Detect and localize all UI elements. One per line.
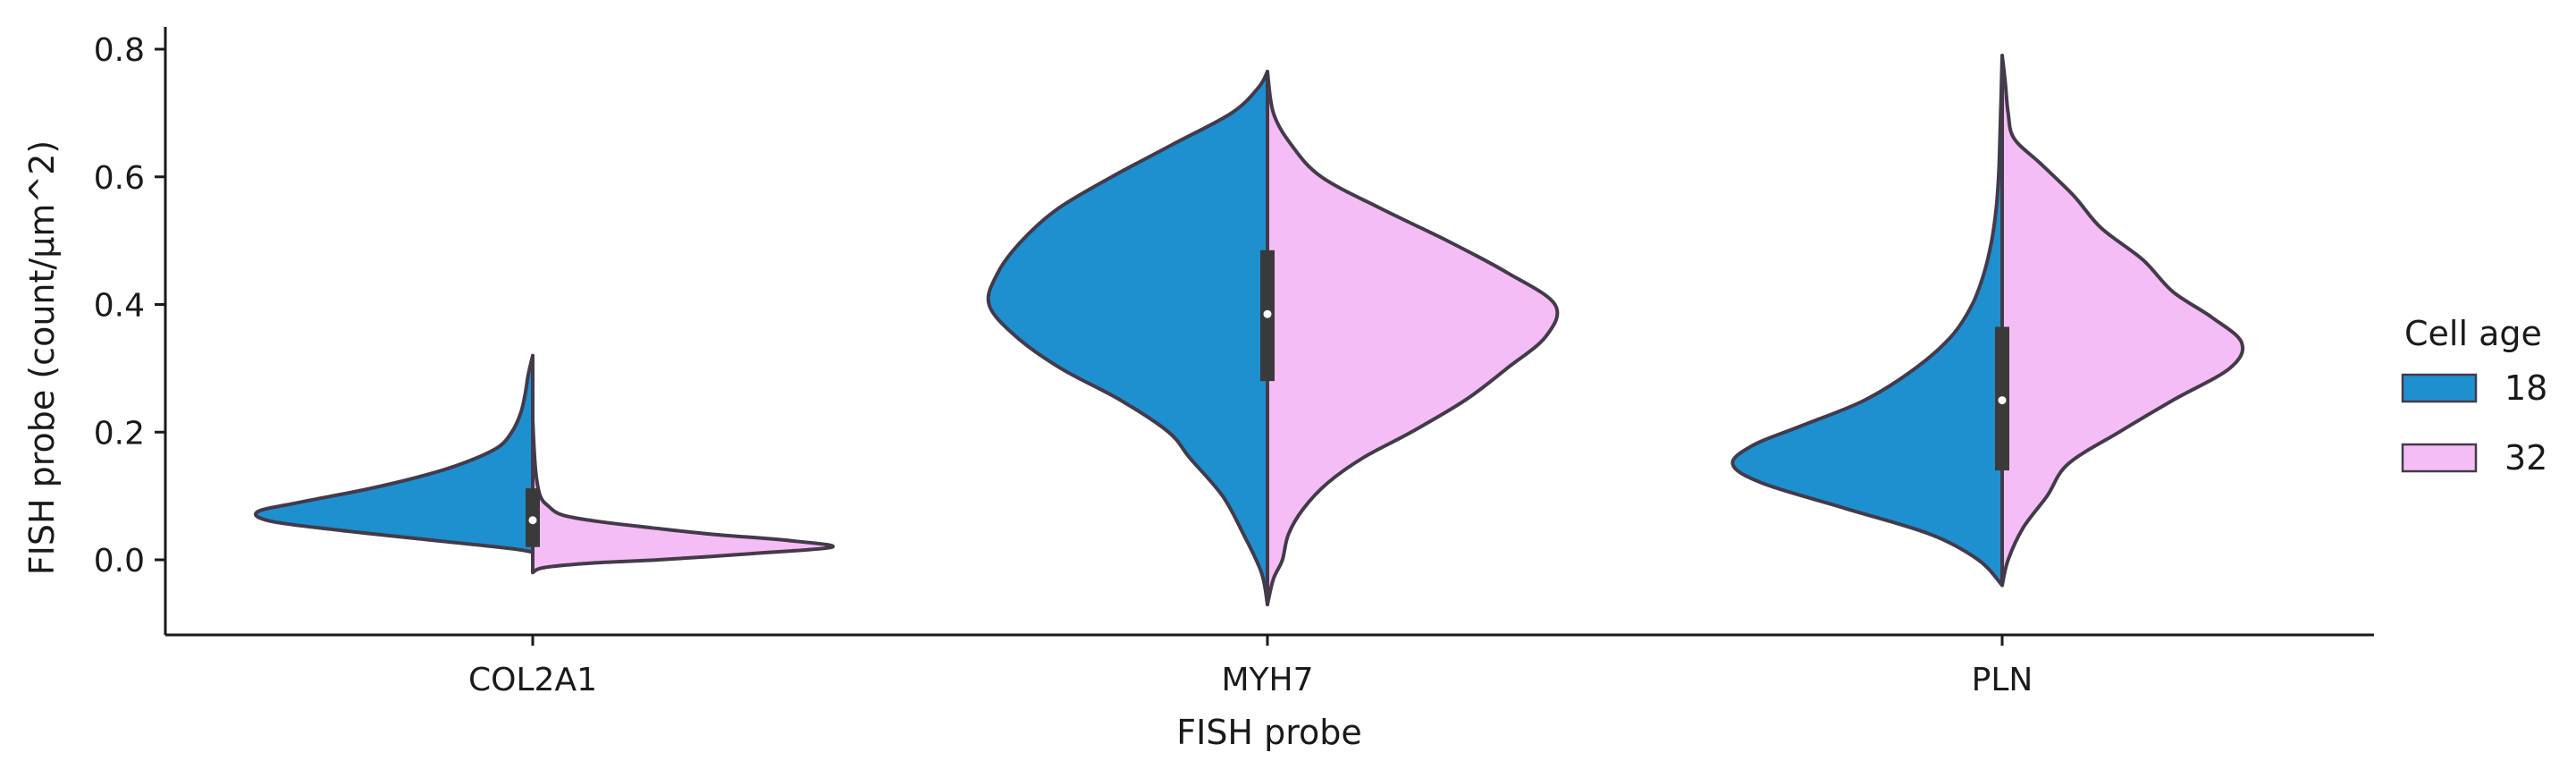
violins-layer: [253, 54, 2245, 606]
x-ticks: COL2A1 MYH7 PLN: [468, 635, 2033, 698]
median-marker-col2a1: [528, 516, 537, 525]
violin-myh7-18: [986, 70, 1269, 606]
x-tick-label-pln: PLN: [1972, 662, 2033, 698]
legend-title: Cell age: [2404, 314, 2542, 353]
violin-col2a1-18: [253, 353, 535, 554]
median-marker-myh7: [1263, 309, 1272, 318]
y-tick-label: 0.0: [94, 543, 145, 579]
violin-pln-32: [2000, 54, 2245, 588]
legend-swatch-18: [2401, 373, 2478, 403]
y-tick-label: 0.8: [94, 32, 145, 69]
x-axis-label: FISH probe: [1176, 713, 1362, 752]
y-tick-label: 0.6: [94, 160, 145, 197]
median-marker-pln: [1998, 396, 2007, 405]
legend-swatch-32: [2401, 443, 2478, 473]
violin-col2a1-32: [531, 418, 835, 575]
y-ticks: 0.0 0.2 0.4 0.6 0.8: [94, 32, 165, 579]
violin-myh7-32: [1266, 70, 1560, 606]
boxes-layer: [526, 55, 2009, 605]
y-tick-label: 0.4: [94, 288, 145, 325]
legend-label-32: 32: [2504, 438, 2547, 478]
y-tick-label: 0.2: [94, 415, 145, 452]
x-tick-label-myh7: MYH7: [1221, 662, 1313, 698]
violin-pln-18: [1730, 54, 2004, 588]
legend-label-18: 18: [2504, 368, 2547, 408]
x-tick-label-col2a1: COL2A1: [468, 662, 597, 698]
y-axis-label: FISH probe (count/μm^2): [22, 140, 62, 575]
